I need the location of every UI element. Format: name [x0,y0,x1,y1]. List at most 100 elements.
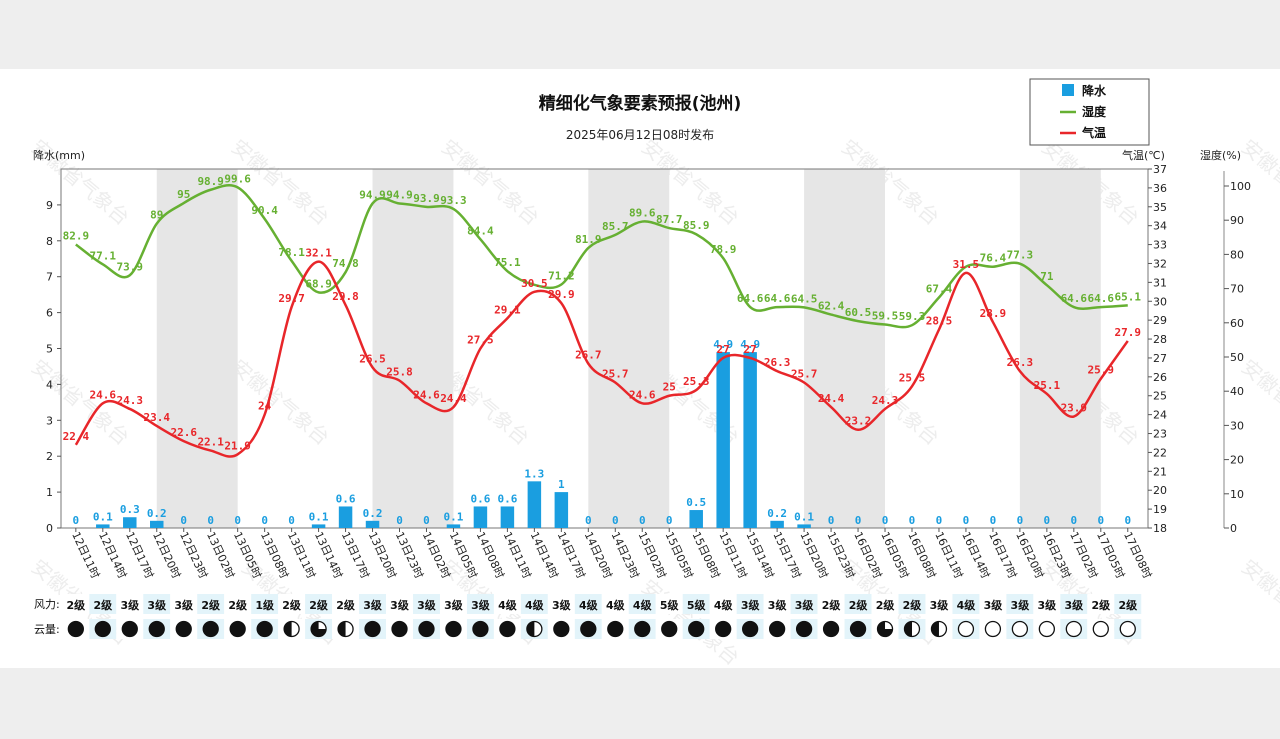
wind-level: 4级 [606,598,626,612]
humidity-value-label: 59.3 [899,310,926,323]
precip-value-label: 0 [612,514,619,527]
precip-bar [527,481,542,528]
wind-cell [898,594,926,614]
temp-tick-label: 35 [1153,201,1167,214]
cloud-fill [850,621,866,637]
temperature-value-label: 23.2 [845,415,872,428]
temperature-value-label: 21.9 [224,439,251,452]
temperature-value-label: 29.7 [278,292,305,305]
wind-level: 2级 [1118,598,1138,612]
precip-bar [554,492,569,528]
cloud-fill [365,621,381,637]
temperature-value-label: 30.5 [521,277,548,290]
cloud-fill [904,621,912,637]
precip-tick-label: 9 [46,199,53,212]
precip-bar [446,524,461,528]
humidity-value-label: 98.9 [197,175,224,188]
temperature-value-label: 25.7 [791,368,818,381]
precip-value-label: 0 [207,514,214,527]
cloud-fill [607,621,623,637]
humidity-value-label: 93.3 [440,194,467,207]
wind-level: 3级 [444,598,464,612]
wind-level: 2级 [67,598,87,612]
temp-tick-label: 34 [1153,220,1167,233]
humidity-value-label: 85.7 [602,220,629,233]
temperature-value-label: 27 [744,343,757,356]
humidity-value-label: 89 [150,209,163,222]
cloud-fill [149,621,165,637]
temp-tick-label: 21 [1153,465,1167,478]
wind-level: 2级 [876,598,896,612]
humidity-value-label: 71 [1040,270,1054,283]
wind-level: 5级 [660,598,680,612]
precip-value-label: 0 [639,514,646,527]
cloud-fill [877,621,893,637]
temperature-value-label: 22.4 [63,430,90,443]
temp-tick-label: 30 [1153,295,1167,308]
humidity-value-label: 89.6 [629,207,656,220]
wind-cell [979,594,1007,614]
wind-cell [547,594,575,614]
wind-cell [278,594,306,614]
chart-title: 精细化气象要素预报(池州) [539,93,742,114]
precip-bar [743,352,757,528]
temperature-value-label: 24.4 [440,392,467,405]
precip-value-label: 0.3 [120,503,140,516]
cloud-fill [526,621,535,637]
wind-level: 2级 [903,598,923,612]
precip-bar [96,524,110,528]
temperature-value-label: 25.8 [386,366,413,379]
temperature-value-label: 25.9 [1088,364,1115,377]
legend-label: 降水 [1082,83,1107,98]
humidity-value-label: 75.1 [494,256,521,269]
wind-cell [251,594,279,614]
precip-value-label: 0 [666,514,673,527]
humidity-tick-label: 100 [1230,180,1251,193]
humidity-value-label: 81.9 [575,233,602,246]
precip-value-label: 0.6 [336,492,356,505]
precip-bar [150,520,164,528]
wind-level: 3级 [741,598,761,612]
humidity-value-label: 59.5 [872,310,899,323]
temperature-value-label: 29.9 [548,288,575,301]
precip-value-label: 0.2 [147,507,167,520]
temperature-value-label: 27 [717,343,730,356]
temperature-value-label: 28.9 [980,307,1007,320]
humidity-value-label: 94.9 [359,188,386,201]
wind-level: 3级 [363,598,383,612]
humidity-tick-label: 80 [1230,248,1244,261]
cloud-fill [688,621,704,637]
humidity-value-label: 77.1 [90,249,117,262]
wind-cell [197,594,225,614]
precip-value-label: 0 [180,514,187,527]
wind-level: 3级 [417,598,437,612]
precip-bar [716,352,730,528]
wind-cell [493,594,521,614]
watermark-text: 安徽省气象台 [227,354,334,450]
cloud-fill [931,621,939,637]
temp-tick-label: 22 [1153,446,1167,459]
watermark-text: 安徽省气象台 [1237,354,1280,450]
precip-tick-label: 8 [46,235,53,248]
precip-value-label: 0.1 [444,510,464,523]
wind-level: 3级 [768,598,788,612]
precip-tick-label: 3 [46,414,53,427]
humidity-value-label: 93.9 [413,192,440,205]
cloud-fill [580,621,596,637]
precip-value-label: 0 [1044,514,1051,527]
wind-cell [952,594,980,614]
wind-cell [412,594,440,614]
wind-cell [628,594,656,614]
wind-level: 2级 [228,598,248,612]
forecast-chart: 安徽省气象台 安徽省气象台 安徽省气象台 安徽省气象台 安徽省气象台 安徽省气象台安徽省气… [27,78,1280,668]
humidity-tick-label: 60 [1230,317,1244,330]
chart-card: 安徽省气象台 安徽省气象台 安徽省气象台 安徽省气象台 安徽省气象台 安徽省气象台 安徽省气… [0,69,1280,668]
wind-cell [466,594,494,614]
wind-cell [682,594,710,614]
temp-tick-label: 26 [1153,371,1167,384]
temperature-value-label: 25.5 [899,371,926,384]
humidity-tick-label: 50 [1230,351,1244,364]
wind-cell [116,594,144,614]
wind-level: 3级 [795,598,815,612]
night-band [804,169,886,528]
